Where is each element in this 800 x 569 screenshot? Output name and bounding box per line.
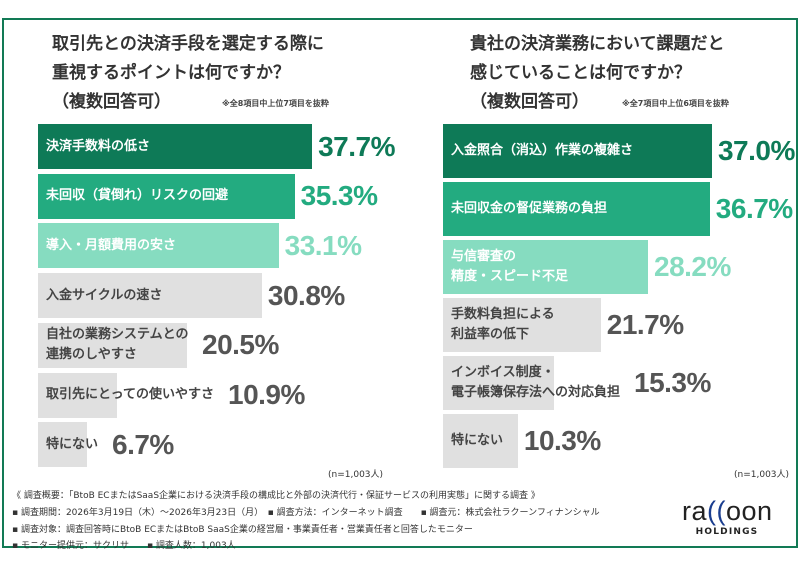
right-chart-note: ※全7項目中上位6項目を抜粋	[622, 99, 729, 108]
bar: インボイス制度・ 電子帳簿保存法への対応負担	[443, 356, 620, 410]
right-chart-title: 貴社の決済業務において課題だと 感じていることは何ですか？ （複数回答可）	[470, 30, 725, 117]
title-line: 取引先との決済手段を選定する際に	[52, 34, 324, 54]
bar: 自社の業務システムとの 連携のしやすさ	[38, 322, 189, 368]
bar-label: 自社の業務システムとの 連携のしやすさ	[46, 327, 189, 363]
title-line: （複数回答可）	[52, 92, 171, 112]
bar-label: 取引先にとっての使いやすさ	[46, 387, 214, 402]
bar: 未回収（貸倒れ）リスクの回避	[38, 173, 295, 219]
bar: 決済手数料の低さ	[38, 124, 313, 169]
title-line: （複数回答可）	[470, 92, 589, 112]
value-label: 10.9%	[228, 379, 305, 410]
bar: 入金照合（消込）作業の複雑さ	[443, 124, 712, 178]
value-label: 33.1%	[284, 229, 362, 261]
bar-label: 特にない	[46, 436, 99, 452]
left-chart-note: ※全8項目中上位7項目を抜粋	[222, 99, 329, 108]
bar: 特にない	[38, 422, 98, 468]
value-label: 36.7%	[715, 193, 793, 224]
survey-details-3: ▪ モニター提供元：サクリサ ▪ 調査人数：1,003人	[12, 541, 236, 551]
left-bar-chart: 決済手数料の低さ 37.7% 未回収（貸倒れ）リスクの回避 35.3% 導入・月額費用の…	[38, 124, 408, 468]
left-chart-title: 取引先との決済手段を選定する際に 重視するポイントは何ですか？ （複数回答可）	[52, 30, 324, 117]
bar-label: 特にない	[451, 433, 504, 448]
raccoon-holdings-logo: ra((oon HOLDINGS	[682, 496, 773, 537]
bar-label: 導入・月額費用の安さ	[46, 237, 177, 253]
title-line: 感じていることは何ですか？	[470, 63, 691, 83]
title-line: 重視するポイントは何ですか？	[52, 63, 290, 83]
value-label: 6.7%	[112, 428, 174, 460]
right-bar-chart: 入金照合（消込）作業の複雑さ 37.0% 未回収金の督促業務の負担 36.7% 与信審査…	[443, 124, 795, 468]
bar-label: 与信審査の 精度・スピード不足	[451, 249, 569, 284]
value-label: 10.3%	[523, 425, 601, 456]
title-line: 貴社の決済業務において課題だと	[470, 34, 725, 54]
logo-subtext: HOLDINGS	[695, 527, 759, 537]
bar-label: インボイス制度・ 電子帳簿保存法への対応負担	[451, 365, 621, 400]
right-sample-size: (n=1,003人)	[734, 470, 790, 480]
value-label: 20.5%	[202, 329, 279, 361]
value-label: 35.3%	[300, 180, 378, 212]
bar-label: 未回収（貸倒れ）リスクの回避	[46, 188, 229, 204]
left-sample-size: (n=1,003人)	[328, 470, 384, 480]
value-label: 37.7%	[318, 130, 395, 162]
bar: 特にない	[443, 414, 518, 468]
bar-label: 入金照合（消込）作業の複雑さ	[451, 143, 634, 158]
value-label: 21.7%	[606, 309, 684, 340]
bar-label: 手数料負担による 利益率の低下	[451, 307, 555, 342]
bar: 手数料負担による 利益率の低下	[443, 298, 601, 352]
bar-label: 入金サイクルの速さ	[46, 287, 163, 303]
bar: 取引先にとっての使いやすさ	[38, 372, 214, 418]
value-label: 37.0%	[717, 135, 795, 166]
value-label: 28.2%	[654, 251, 731, 282]
frame	[2, 18, 798, 548]
survey-details-1: ▪ 調査期間：2026年3月19日（木）～2026年3月23日（月） ▪ 調査方…	[12, 508, 600, 518]
bar: 導入・月額費用の安さ	[38, 223, 279, 269]
bar: 与信審査の 精度・スピード不足	[443, 240, 648, 294]
bar: 入金サイクルの速さ	[38, 273, 262, 319]
bar: 未回収金の督促業務の負担	[443, 182, 710, 236]
bar-label: 未回収金の督促業務の負担	[451, 201, 608, 216]
bar-label: 決済手数料の低さ	[46, 138, 151, 154]
survey-overview: 《 調査概要：「BtoB ECまたはSaaS企業における決済手段の構成比と外部の…	[12, 491, 540, 501]
survey-details-2: ▪ 調査対象：調査回答時にBtoB ECまたはBtoB SaaS企業の経営層・事…	[12, 525, 473, 535]
value-label: 15.3%	[634, 367, 711, 398]
value-label: 30.8%	[267, 279, 345, 311]
